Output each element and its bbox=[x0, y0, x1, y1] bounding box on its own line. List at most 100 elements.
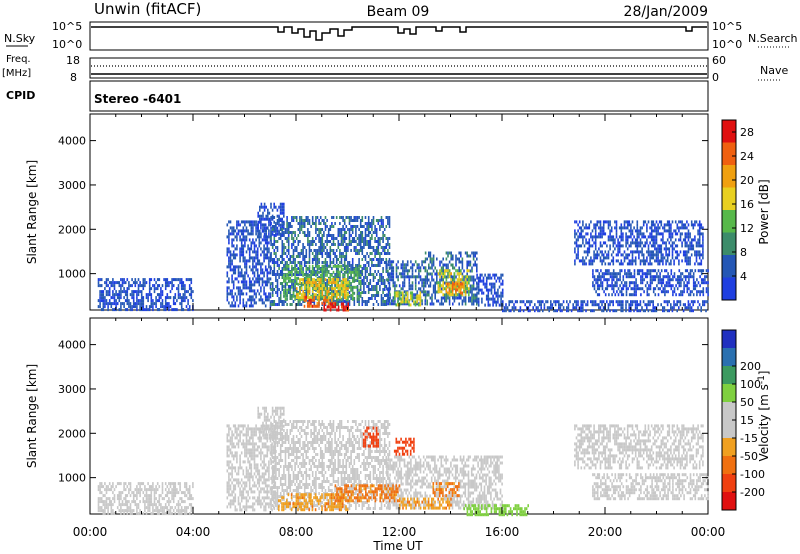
data-cell bbox=[385, 216, 388, 219]
data-cell bbox=[232, 256, 235, 260]
data-cell bbox=[339, 279, 341, 282]
data-cell bbox=[601, 275, 604, 279]
data-cell bbox=[281, 285, 284, 288]
data-cell bbox=[702, 290, 705, 294]
data-cell bbox=[686, 232, 688, 236]
data-cell bbox=[580, 306, 582, 310]
data-cell bbox=[250, 295, 253, 299]
data-cell bbox=[279, 237, 282, 240]
data-cell bbox=[351, 294, 354, 298]
data-cell bbox=[150, 293, 153, 297]
data-cell bbox=[577, 250, 579, 254]
data-cell bbox=[297, 261, 300, 264]
data-cell bbox=[131, 290, 133, 294]
data-cell bbox=[315, 270, 317, 273]
data-cell bbox=[231, 301, 233, 305]
data-cell bbox=[511, 306, 514, 310]
data-cell bbox=[113, 302, 116, 306]
data-cell bbox=[240, 232, 243, 236]
data-cell bbox=[334, 290, 336, 294]
data-cell bbox=[668, 281, 671, 285]
data-cell bbox=[353, 270, 356, 274]
data-cell bbox=[147, 293, 149, 297]
data-cell bbox=[429, 272, 432, 276]
data-cell bbox=[617, 253, 619, 257]
data-cell bbox=[511, 300, 514, 304]
data-cell bbox=[358, 297, 360, 301]
data-cell bbox=[245, 229, 248, 233]
data-cell bbox=[632, 281, 634, 285]
data-cell bbox=[347, 228, 349, 231]
data-cell bbox=[464, 251, 467, 255]
data-cell bbox=[676, 275, 679, 279]
data-cell bbox=[295, 267, 298, 271]
data-cell bbox=[283, 276, 285, 280]
data-cell bbox=[442, 296, 444, 300]
data-cell bbox=[655, 256, 658, 260]
data-cell bbox=[355, 216, 357, 219]
data-cell bbox=[601, 250, 603, 254]
data-cell bbox=[231, 490, 233, 494]
data-cell bbox=[120, 305, 122, 309]
data-cell bbox=[444, 263, 446, 267]
data-cell bbox=[237, 232, 240, 236]
data-cell bbox=[668, 235, 671, 239]
data-cell bbox=[323, 267, 325, 271]
data-cell bbox=[250, 280, 253, 284]
data-cell bbox=[245, 286, 248, 290]
data-cell bbox=[585, 250, 587, 254]
data-cell bbox=[324, 291, 327, 295]
data-cell bbox=[476, 266, 478, 270]
data-cell bbox=[350, 219, 352, 222]
data-cell bbox=[445, 288, 447, 292]
data-cell bbox=[263, 217, 266, 221]
data-cell bbox=[600, 284, 602, 288]
data-cell bbox=[623, 256, 626, 260]
data-cell bbox=[313, 293, 316, 297]
data-cell bbox=[351, 270, 354, 274]
data-cell bbox=[361, 231, 364, 234]
data-cell bbox=[615, 223, 618, 227]
data-cell bbox=[471, 269, 473, 273]
data-cell bbox=[268, 295, 270, 299]
data-cell bbox=[229, 436, 232, 440]
data-cell bbox=[593, 287, 596, 291]
data-cell bbox=[450, 257, 452, 261]
data-cell bbox=[287, 258, 290, 261]
data-cell bbox=[367, 288, 370, 291]
data-cell bbox=[318, 267, 320, 270]
data-cell bbox=[678, 300, 680, 304]
data-cell bbox=[316, 228, 319, 231]
data-cell bbox=[308, 290, 311, 294]
data-cell bbox=[485, 285, 488, 289]
data-cell bbox=[347, 270, 349, 273]
data-cell bbox=[574, 262, 576, 266]
data-cell bbox=[646, 287, 649, 291]
data-cell bbox=[255, 280, 257, 284]
data-cell bbox=[392, 272, 395, 276]
data-cell bbox=[432, 269, 435, 273]
data-cell bbox=[347, 216, 349, 219]
data-cell bbox=[289, 225, 292, 228]
data-cell bbox=[242, 226, 245, 230]
data-cell bbox=[429, 266, 432, 270]
data-cell bbox=[580, 235, 583, 239]
data-cell bbox=[164, 308, 167, 312]
data-cell bbox=[359, 243, 362, 246]
freq-unit: [MHz] bbox=[2, 68, 31, 79]
data-cell bbox=[283, 214, 285, 218]
data-cell bbox=[411, 284, 414, 288]
data-cell bbox=[252, 271, 254, 275]
data-cell bbox=[628, 223, 631, 227]
data-cell bbox=[487, 303, 490, 307]
data-cell bbox=[231, 241, 233, 245]
data-cell bbox=[440, 275, 443, 279]
data-cell bbox=[347, 276, 349, 279]
data-cell bbox=[594, 238, 597, 242]
data-cell bbox=[283, 243, 285, 246]
data-cell bbox=[676, 244, 679, 248]
data-cell bbox=[654, 269, 657, 273]
data-cell bbox=[226, 280, 229, 284]
data-cell bbox=[432, 287, 435, 291]
data-cell bbox=[392, 281, 395, 285]
